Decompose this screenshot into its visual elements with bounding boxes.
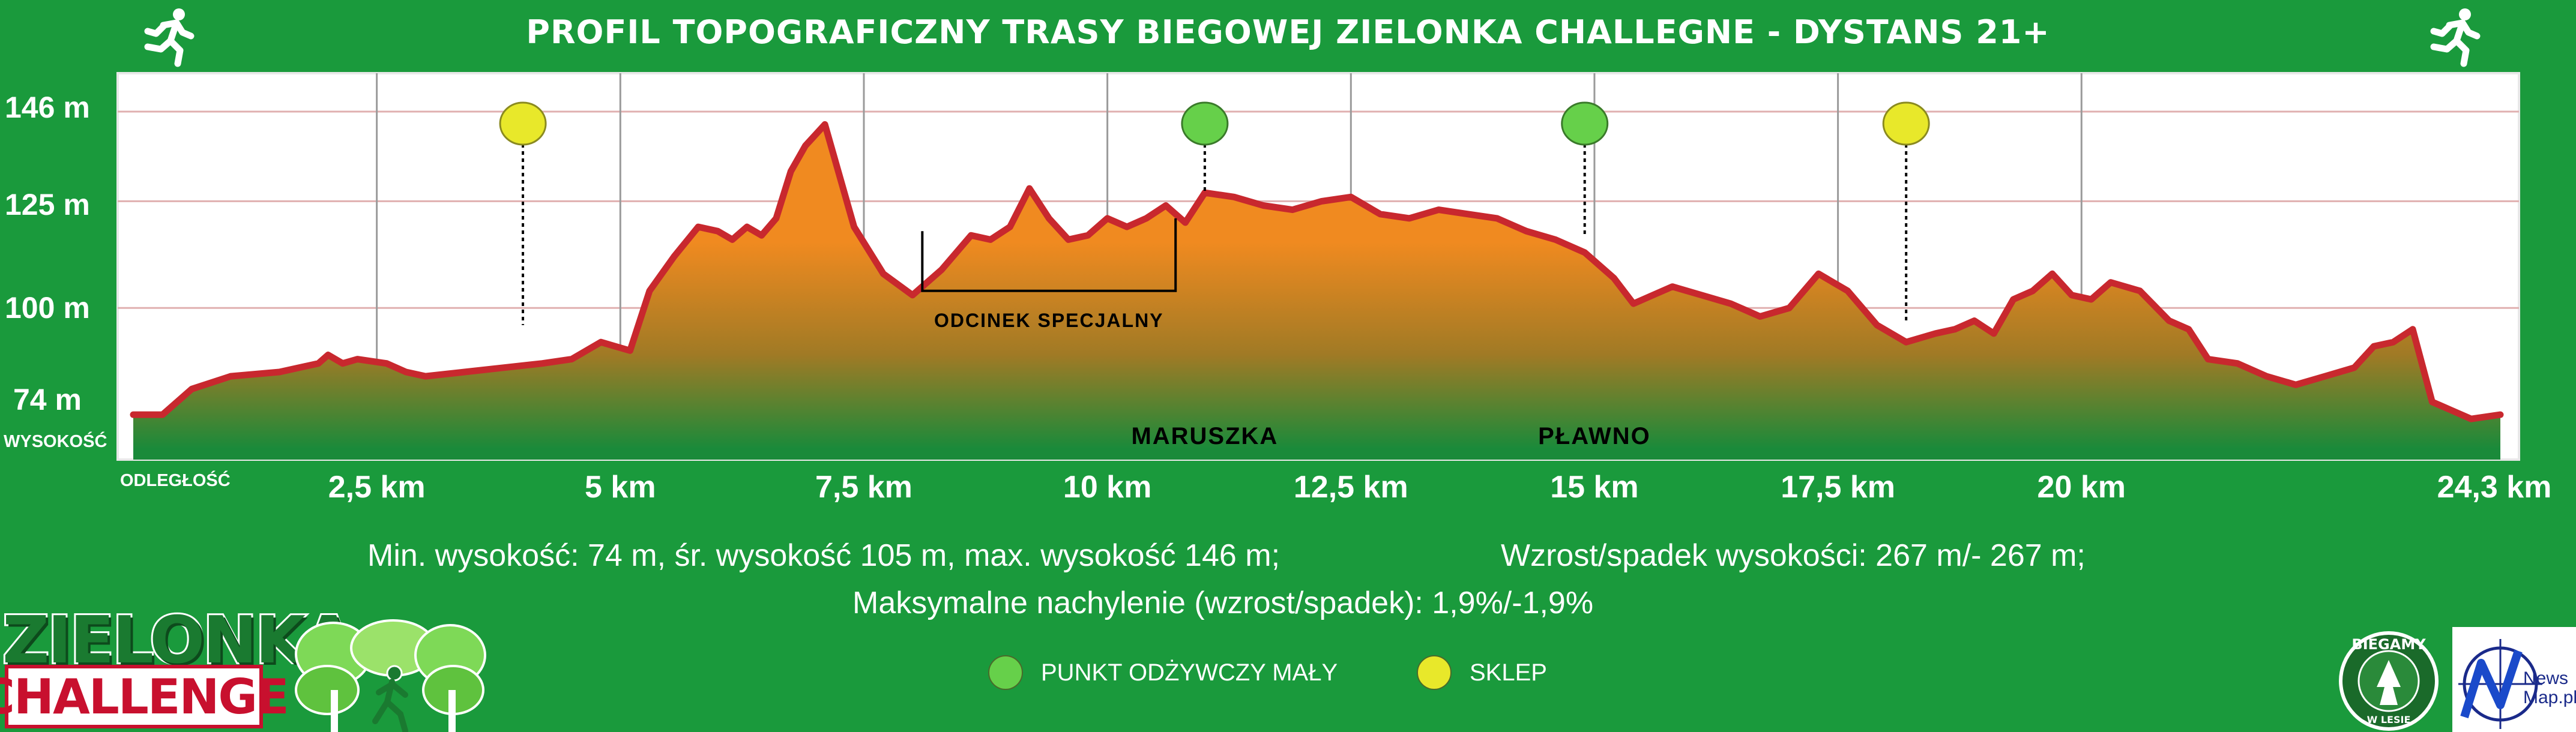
x-tick-label: 10 km [1063, 470, 1152, 505]
y-axis-title: WYSOKOŚĆ [4, 432, 107, 451]
badge-top-text: BIEGAMY [2351, 636, 2426, 653]
newsmap-line2: Map.pl [2523, 688, 2576, 707]
aid-marker-icon [988, 655, 1023, 690]
stats-max-slope: Maksymalne nachylenie (wzrost/spadek): 1… [852, 586, 1594, 620]
x-tick-label: 7,5 km [815, 470, 912, 505]
runner-icon-right [2430, 8, 2481, 67]
special-section-label: ODCINEK SPECJALNY [934, 310, 1164, 331]
x-axis-title: ODLEGŁOŚĆ [120, 471, 231, 490]
elevation-line [130, 121, 2504, 422]
shop-marker [499, 101, 547, 146]
logo-challenge-text: CHALLENGE [0, 668, 289, 725]
x-tick-label: 17,5 km [1781, 470, 1895, 505]
shop-marker [1882, 101, 1930, 146]
x-tick-label: 5 km [585, 470, 656, 505]
zielonka-challenge-logo: ZIELONKA CHALLENGE [0, 601, 356, 732]
special-section-bracket [921, 218, 1177, 292]
elevation-area [133, 124, 2500, 449]
aid-station-marker [1561, 101, 1609, 146]
y-tick-label: 125 m [5, 188, 90, 221]
place-label: PŁAWNO [1538, 423, 1651, 449]
x-tick-label: 12,5 km [1293, 470, 1408, 505]
x-tick-label: 24,3 km [2437, 470, 2552, 505]
newsmap-line1: News [2523, 668, 2569, 688]
stats-elevation: Min. wysokość: 74 m, śr. wysokość 105 m,… [367, 538, 1280, 573]
legend-shop-label: SKLEP [1470, 659, 1547, 686]
trees-logo-icon [295, 619, 486, 732]
x-tick-label: 15 km [1550, 470, 1639, 505]
plot-base-band [133, 449, 2500, 460]
shop-marker-icon [1417, 655, 1452, 690]
newsmap-logo: News Map.pl [2452, 627, 2576, 732]
y-tick-label: 146 m [5, 91, 90, 124]
runner-icon-left [144, 8, 195, 67]
profile-area-layer [130, 121, 2504, 460]
aid-station-marker [1181, 101, 1229, 146]
x-tick-label: 20 km [2037, 470, 2126, 505]
annotation-layer: ODCINEK SPECJALNY MARUSZKA PŁAWNO [921, 218, 1651, 449]
chart-title: PROFIL TOPOGRAFICZNY TRASY BIEGOWEJ ZIEL… [526, 13, 2050, 51]
logo-challenge-box: CHALLENGE [0, 665, 289, 728]
y-tick-label: 74 m [13, 383, 82, 416]
x-tick-label: 2,5 km [328, 470, 426, 505]
marker-layer [499, 101, 1930, 325]
legend-shop: SKLEP [1417, 655, 1547, 690]
place-label: MARUSZKA [1131, 423, 1278, 449]
legend-aid-label: PUNKT ODŻYWCZY MAŁY [1041, 659, 1338, 686]
biegamy-badge-logo: BIEGAMY W LESIE [2339, 631, 2439, 731]
stats-gain-loss: Wzrost/spadek wysokości: 267 m/- 267 m; [1501, 538, 2086, 573]
y-tick-label: 100 m [5, 291, 90, 325]
legend-aid: PUNKT ODŻYWCZY MAŁY [988, 655, 1338, 690]
badge-bottom-text: W LESIE [2367, 714, 2411, 725]
